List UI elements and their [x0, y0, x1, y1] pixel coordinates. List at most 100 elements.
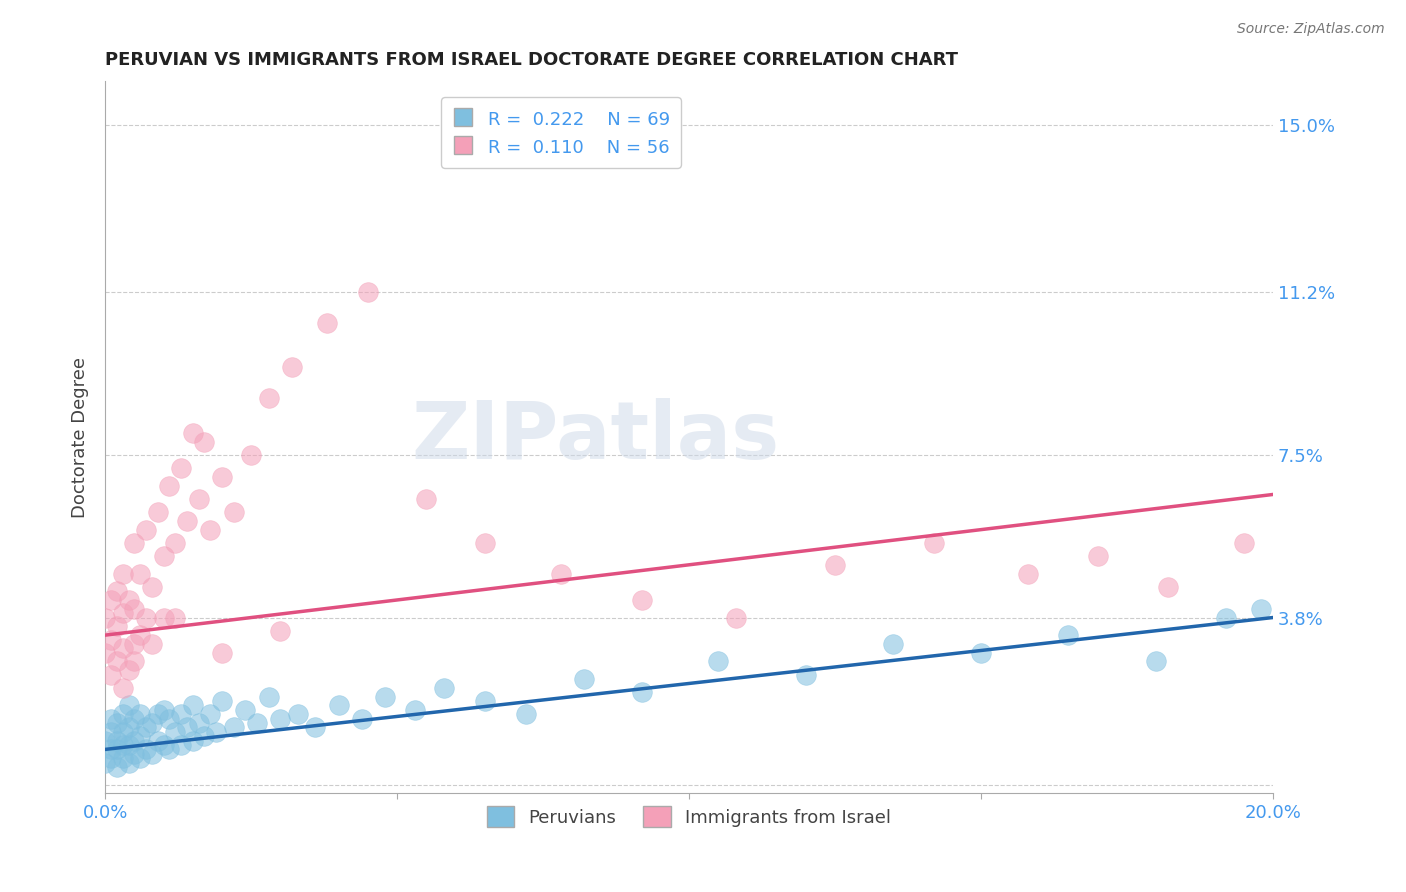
Text: Source: ZipAtlas.com: Source: ZipAtlas.com [1237, 22, 1385, 37]
Point [111, 566, 134, 581]
Point [1057, 628, 1080, 642]
Point [94, 646, 117, 660]
Point [135, 742, 157, 756]
Point [146, 505, 169, 519]
Point [170, 707, 193, 722]
Point [515, 707, 537, 722]
Point [117, 663, 139, 677]
Point [474, 694, 496, 708]
Point [111, 751, 134, 765]
Point [159, 478, 181, 492]
Point [146, 707, 169, 722]
Point [105, 655, 128, 669]
Point [205, 724, 228, 739]
Point [100, 667, 122, 681]
Point [176, 514, 198, 528]
Point [281, 359, 304, 374]
Point [129, 707, 152, 722]
Point [94, 733, 117, 747]
Text: ZIPatlas: ZIPatlas [412, 399, 780, 476]
Point [304, 720, 326, 734]
Point [211, 646, 233, 660]
Point [165, 536, 187, 550]
Point [433, 681, 456, 695]
Point [124, 712, 146, 726]
Point [233, 703, 256, 717]
Point [129, 751, 152, 765]
Point [631, 685, 654, 699]
Point [100, 724, 122, 739]
Point [117, 698, 139, 713]
Point [187, 716, 209, 731]
Point [141, 580, 163, 594]
Point [111, 641, 134, 656]
Point [152, 738, 174, 752]
Point [159, 712, 181, 726]
Legend: Peruvians, Immigrants from Israel: Peruvians, Immigrants from Israel [479, 799, 898, 834]
Point [415, 491, 437, 506]
Point [1144, 655, 1167, 669]
Point [922, 536, 945, 550]
Point [1232, 536, 1254, 550]
Point [111, 738, 134, 752]
Point [100, 751, 122, 765]
Point [152, 549, 174, 563]
Point [124, 733, 146, 747]
Point [357, 285, 380, 300]
Point [1087, 549, 1109, 563]
Point [141, 637, 163, 651]
Point [100, 712, 122, 726]
Point [105, 760, 128, 774]
Point [328, 698, 350, 713]
Point [135, 610, 157, 624]
Point [474, 536, 496, 550]
Point [111, 681, 134, 695]
Point [117, 756, 139, 770]
Point [240, 448, 263, 462]
Point [352, 712, 374, 726]
Point [707, 655, 730, 669]
Point [200, 707, 222, 722]
Point [111, 724, 134, 739]
Point [1017, 566, 1039, 581]
Point [882, 637, 904, 651]
Point [105, 716, 128, 731]
Point [257, 690, 280, 704]
Point [105, 619, 128, 633]
Point [211, 694, 233, 708]
Point [100, 632, 122, 647]
Point [404, 703, 426, 717]
Point [181, 698, 204, 713]
Point [117, 720, 139, 734]
Point [176, 720, 198, 734]
Point [100, 593, 122, 607]
Point [94, 756, 117, 770]
Point [222, 505, 245, 519]
Point [124, 601, 146, 615]
Point [159, 742, 181, 756]
Point [117, 593, 139, 607]
Point [129, 628, 152, 642]
Point [111, 707, 134, 722]
Point [374, 690, 396, 704]
Point [246, 716, 269, 731]
Point [287, 707, 309, 722]
Point [1250, 601, 1272, 615]
Point [269, 712, 291, 726]
Point [550, 566, 572, 581]
Point [94, 610, 117, 624]
Point [117, 738, 139, 752]
Point [141, 747, 163, 761]
Point [152, 703, 174, 717]
Point [200, 523, 222, 537]
Point [970, 646, 993, 660]
Point [165, 610, 187, 624]
Point [105, 733, 128, 747]
Point [572, 672, 595, 686]
Text: PERUVIAN VS IMMIGRANTS FROM ISRAEL DOCTORATE DEGREE CORRELATION CHART: PERUVIAN VS IMMIGRANTS FROM ISRAEL DOCTO… [105, 51, 959, 69]
Point [129, 729, 152, 743]
Point [170, 738, 193, 752]
Point [135, 720, 157, 734]
Point [724, 610, 747, 624]
Point [222, 720, 245, 734]
